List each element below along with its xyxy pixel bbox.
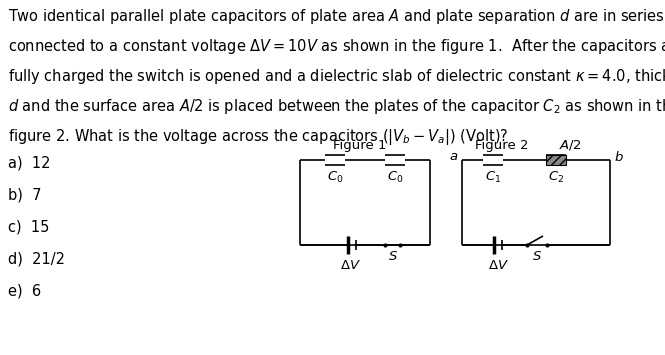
- Text: $C_0$: $C_0$: [387, 170, 403, 185]
- Text: $a$: $a$: [449, 151, 458, 164]
- Text: Figure 2: Figure 2: [475, 139, 529, 152]
- Text: figure 2. What is the voltage across the capacitors ($|V_b - V_a|$) (Volt)?: figure 2. What is the voltage across the…: [8, 127, 509, 147]
- Text: e)  6: e) 6: [8, 283, 41, 298]
- Bar: [546, 155, 566, 165]
- Text: fully charged the switch is opened and a dielectric slab of dielectric constant : fully charged the switch is opened and a…: [8, 67, 665, 86]
- Text: $S$: $S$: [388, 250, 398, 263]
- Text: $C_1$: $C_1$: [485, 170, 501, 185]
- Text: Two identical parallel plate capacitors of plate area $A$ and plate separation $: Two identical parallel plate capacitors …: [8, 7, 665, 26]
- Text: $\Delta V$: $\Delta V$: [487, 259, 509, 272]
- Text: $C_2$: $C_2$: [548, 170, 564, 185]
- Text: Figure 1: Figure 1: [333, 139, 387, 152]
- Text: $A/2$: $A/2$: [559, 138, 582, 152]
- Text: $\Delta V$: $\Delta V$: [340, 259, 360, 272]
- Text: $S$: $S$: [532, 250, 542, 263]
- Text: connected to a constant voltage $\Delta V = 10V$ as shown in the figure 1.  Afte: connected to a constant voltage $\Delta …: [8, 37, 665, 56]
- Text: d)  21/2: d) 21/2: [8, 251, 65, 266]
- Text: a)  12: a) 12: [8, 155, 51, 170]
- Text: $d$ and the surface area $A/2$ is placed between the plates of the capacitor $C_: $d$ and the surface area $A/2$ is placed…: [8, 97, 665, 116]
- Text: $b$: $b$: [614, 150, 624, 164]
- Text: c)  15: c) 15: [8, 219, 49, 234]
- Text: $C_0$: $C_0$: [327, 170, 343, 185]
- Text: b)  7: b) 7: [8, 187, 41, 202]
